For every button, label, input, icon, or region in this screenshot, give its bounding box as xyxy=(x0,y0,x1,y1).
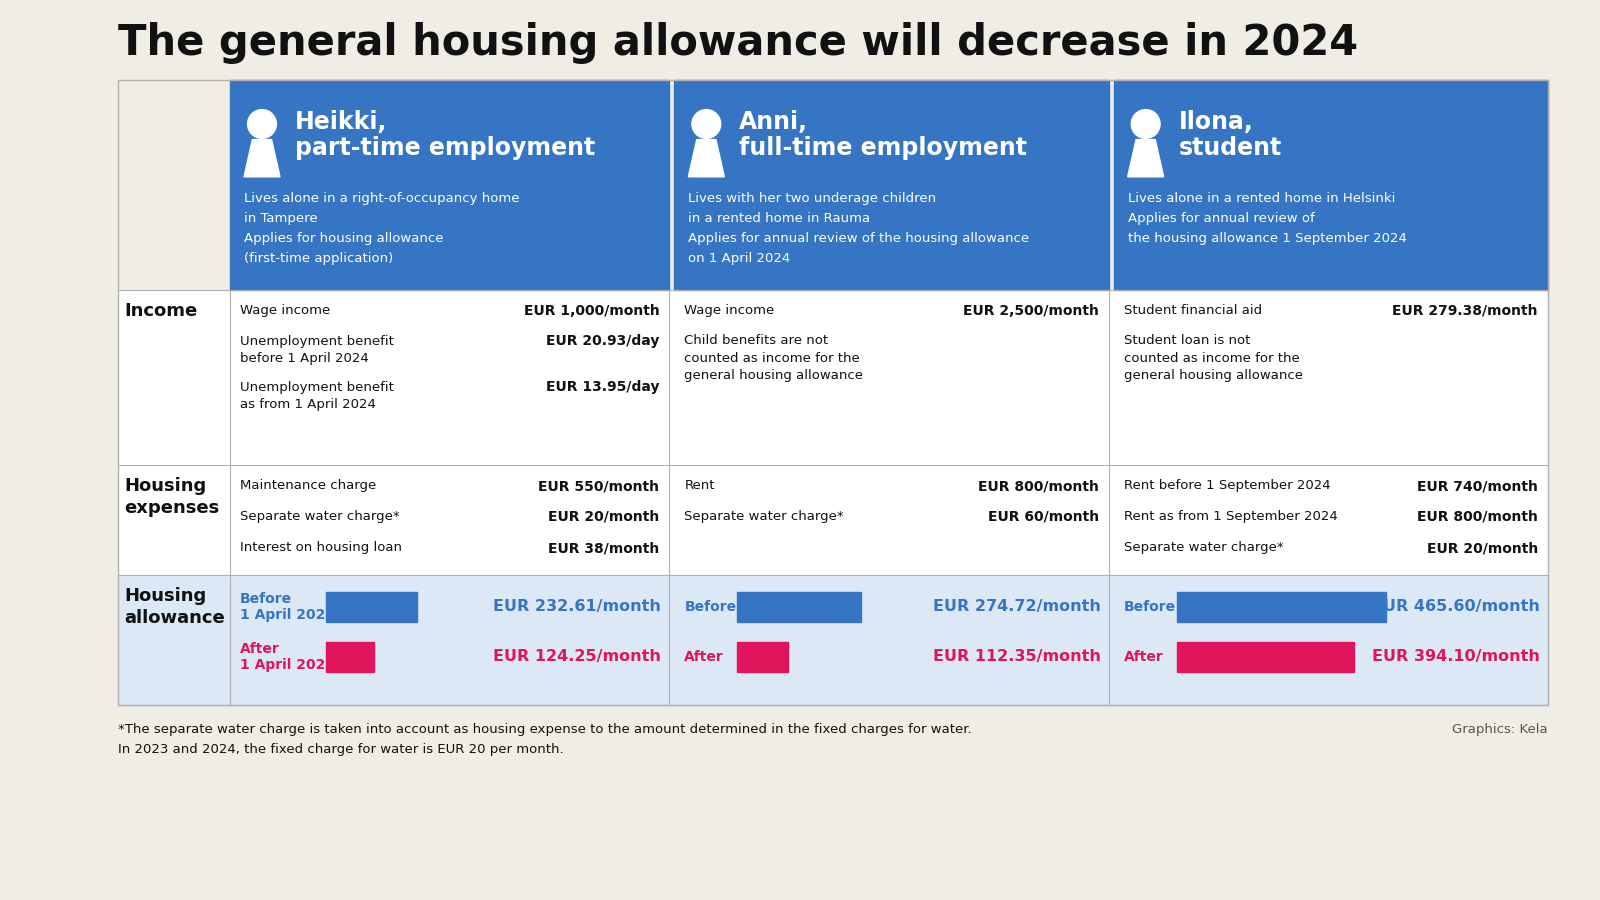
Text: Anni,: Anni, xyxy=(739,110,808,134)
Text: in Tampere: in Tampere xyxy=(243,212,318,225)
Polygon shape xyxy=(243,140,280,176)
Text: EUR 465.60/month: EUR 465.60/month xyxy=(1373,599,1539,615)
Text: EUR 394.10/month: EUR 394.10/month xyxy=(1373,650,1539,664)
Text: Rent before 1 September 2024: Rent before 1 September 2024 xyxy=(1123,479,1330,492)
Text: EUR 60/month: EUR 60/month xyxy=(987,510,1099,524)
Text: part-time employment: part-time employment xyxy=(294,136,595,160)
Text: Before: Before xyxy=(1123,600,1176,614)
Text: EUR 232.61/month: EUR 232.61/month xyxy=(493,599,661,615)
Text: Before
1 April 2024: Before 1 April 2024 xyxy=(240,592,334,622)
Text: EUR 274.72/month: EUR 274.72/month xyxy=(933,599,1101,615)
Text: Unemployment benefit
before 1 April 2024: Unemployment benefit before 1 April 2024 xyxy=(240,335,394,365)
Text: After
1 April 2024: After 1 April 2024 xyxy=(240,642,334,672)
Text: Lives with her two underage children: Lives with her two underage children xyxy=(688,192,936,205)
Text: EUR 800/month: EUR 800/month xyxy=(1418,510,1538,524)
Bar xyxy=(1176,592,1386,622)
Text: EUR 20/month: EUR 20/month xyxy=(549,510,659,524)
Bar xyxy=(118,80,1549,705)
Text: Lives alone in a rented home in Helsinki: Lives alone in a rented home in Helsinki xyxy=(1128,192,1395,205)
Text: After: After xyxy=(1123,650,1163,664)
Bar xyxy=(230,80,669,290)
Text: After: After xyxy=(685,650,725,664)
Text: Applies for annual review of the housing allowance: Applies for annual review of the housing… xyxy=(688,232,1029,245)
Text: student: student xyxy=(1179,136,1282,160)
Text: Interest on housing loan: Interest on housing loan xyxy=(240,541,402,554)
Text: Maintenance charge: Maintenance charge xyxy=(240,479,376,492)
Text: EUR 112.35/month: EUR 112.35/month xyxy=(933,650,1101,664)
Text: Housing
expenses: Housing expenses xyxy=(125,477,219,517)
Text: Lives alone in a right-of-occupancy home: Lives alone in a right-of-occupancy home xyxy=(243,192,520,205)
Text: Applies for housing allowance: Applies for housing allowance xyxy=(243,232,443,245)
Text: Rent: Rent xyxy=(685,479,715,492)
Text: in a rented home in Rauma: in a rented home in Rauma xyxy=(688,212,870,225)
Text: Ilona,: Ilona, xyxy=(1179,110,1253,134)
Bar xyxy=(326,642,374,672)
Text: Before: Before xyxy=(685,600,736,614)
Text: EUR 20.93/day: EUR 20.93/day xyxy=(546,335,659,348)
Text: Income: Income xyxy=(125,302,197,320)
Bar xyxy=(1176,642,1354,672)
Text: Separate water charge*: Separate water charge* xyxy=(685,510,843,523)
Text: EUR 1,000/month: EUR 1,000/month xyxy=(523,304,659,318)
Text: Student financial aid: Student financial aid xyxy=(1123,304,1262,317)
Bar xyxy=(118,290,1549,575)
Text: EUR 2,500/month: EUR 2,500/month xyxy=(963,304,1099,318)
Text: Wage income: Wage income xyxy=(685,304,774,317)
Text: EUR 124.25/month: EUR 124.25/month xyxy=(493,650,661,664)
Text: Wage income: Wage income xyxy=(240,304,330,317)
Text: (first-time application): (first-time application) xyxy=(243,252,394,265)
Bar xyxy=(326,592,416,622)
Text: EUR 13.95/day: EUR 13.95/day xyxy=(546,381,659,394)
Text: Housing
allowance: Housing allowance xyxy=(125,587,224,627)
Text: EUR 550/month: EUR 550/month xyxy=(538,479,659,493)
Bar xyxy=(118,575,1549,705)
Text: EUR 279.38/month: EUR 279.38/month xyxy=(1392,304,1538,318)
Text: *The separate water charge is taken into account as housing expense to the amoun: *The separate water charge is taken into… xyxy=(118,723,971,736)
Text: Graphics: Kela: Graphics: Kela xyxy=(1453,723,1549,736)
Bar xyxy=(738,642,787,672)
Text: Applies for annual review of: Applies for annual review of xyxy=(1128,212,1315,225)
Text: full-time employment: full-time employment xyxy=(739,136,1027,160)
Text: Rent as from 1 September 2024: Rent as from 1 September 2024 xyxy=(1123,510,1338,523)
Text: Heikki,: Heikki, xyxy=(294,110,387,134)
Text: Child benefits are not
counted as income for the
general housing allowance: Child benefits are not counted as income… xyxy=(685,335,864,382)
Bar xyxy=(738,592,861,622)
Text: Student loan is not
counted as income for the
general housing allowance: Student loan is not counted as income fo… xyxy=(1123,335,1302,382)
Polygon shape xyxy=(688,140,725,176)
Text: EUR 740/month: EUR 740/month xyxy=(1418,479,1538,493)
Bar xyxy=(1114,80,1547,290)
Text: Unemployment benefit
as from 1 April 2024: Unemployment benefit as from 1 April 202… xyxy=(240,381,394,411)
Text: EUR 38/month: EUR 38/month xyxy=(549,541,659,555)
Text: on 1 April 2024: on 1 April 2024 xyxy=(688,252,790,265)
Text: In 2023 and 2024, the fixed charge for water is EUR 20 per month.: In 2023 and 2024, the fixed charge for w… xyxy=(118,743,563,756)
Text: Separate water charge*: Separate water charge* xyxy=(240,510,400,523)
Circle shape xyxy=(248,110,277,139)
Polygon shape xyxy=(1128,140,1163,176)
Text: Separate water charge*: Separate water charge* xyxy=(1123,541,1283,554)
Text: The general housing allowance will decrease in 2024: The general housing allowance will decre… xyxy=(118,22,1358,64)
Text: the housing allowance 1 September 2024: the housing allowance 1 September 2024 xyxy=(1128,232,1406,245)
Circle shape xyxy=(1131,110,1160,139)
Text: EUR 800/month: EUR 800/month xyxy=(978,479,1099,493)
Circle shape xyxy=(691,110,720,139)
Text: EUR 20/month: EUR 20/month xyxy=(1427,541,1538,555)
Bar xyxy=(674,80,1109,290)
